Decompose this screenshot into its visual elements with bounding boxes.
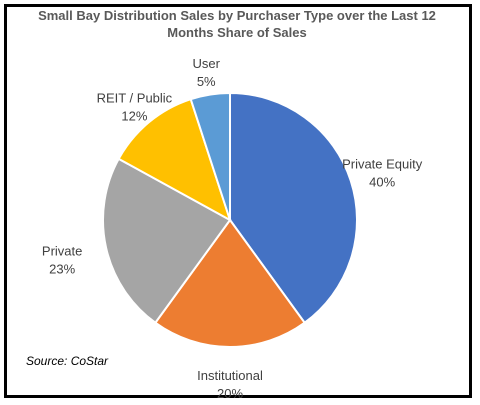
pie-slice-reit-public	[117, 97, 232, 223]
source-note: Source: CoStar	[26, 354, 109, 368]
slice-value-private: 23%	[49, 262, 75, 277]
chart-title: Small Bay Distribution Sales by Purchase…	[0, 7, 474, 41]
slice-label-institutional: Institutional	[197, 368, 263, 383]
pie-slice-user	[189, 91, 231, 221]
slice-value-reit-public: 12%	[121, 108, 147, 123]
pie-slice-private	[102, 157, 232, 325]
slice-value-institutional: 20%	[217, 386, 243, 401]
slice-label-user: User	[192, 56, 220, 71]
pie-slice-private-equity	[229, 91, 358, 325]
slice-label-private-equity: Private Equity	[342, 157, 423, 172]
slice-label-private: Private	[42, 244, 82, 259]
slice-value-private-equity: 40%	[369, 175, 395, 190]
slice-label-reit-public: REIT / Public	[97, 90, 173, 105]
chart-title-line-2: Months Share of Sales	[167, 25, 307, 40]
slice-value-user: 5%	[197, 74, 216, 89]
chart-title-line-1: Small Bay Distribution Sales by Purchase…	[38, 8, 436, 23]
pie-slice-institutional	[153, 218, 307, 348]
